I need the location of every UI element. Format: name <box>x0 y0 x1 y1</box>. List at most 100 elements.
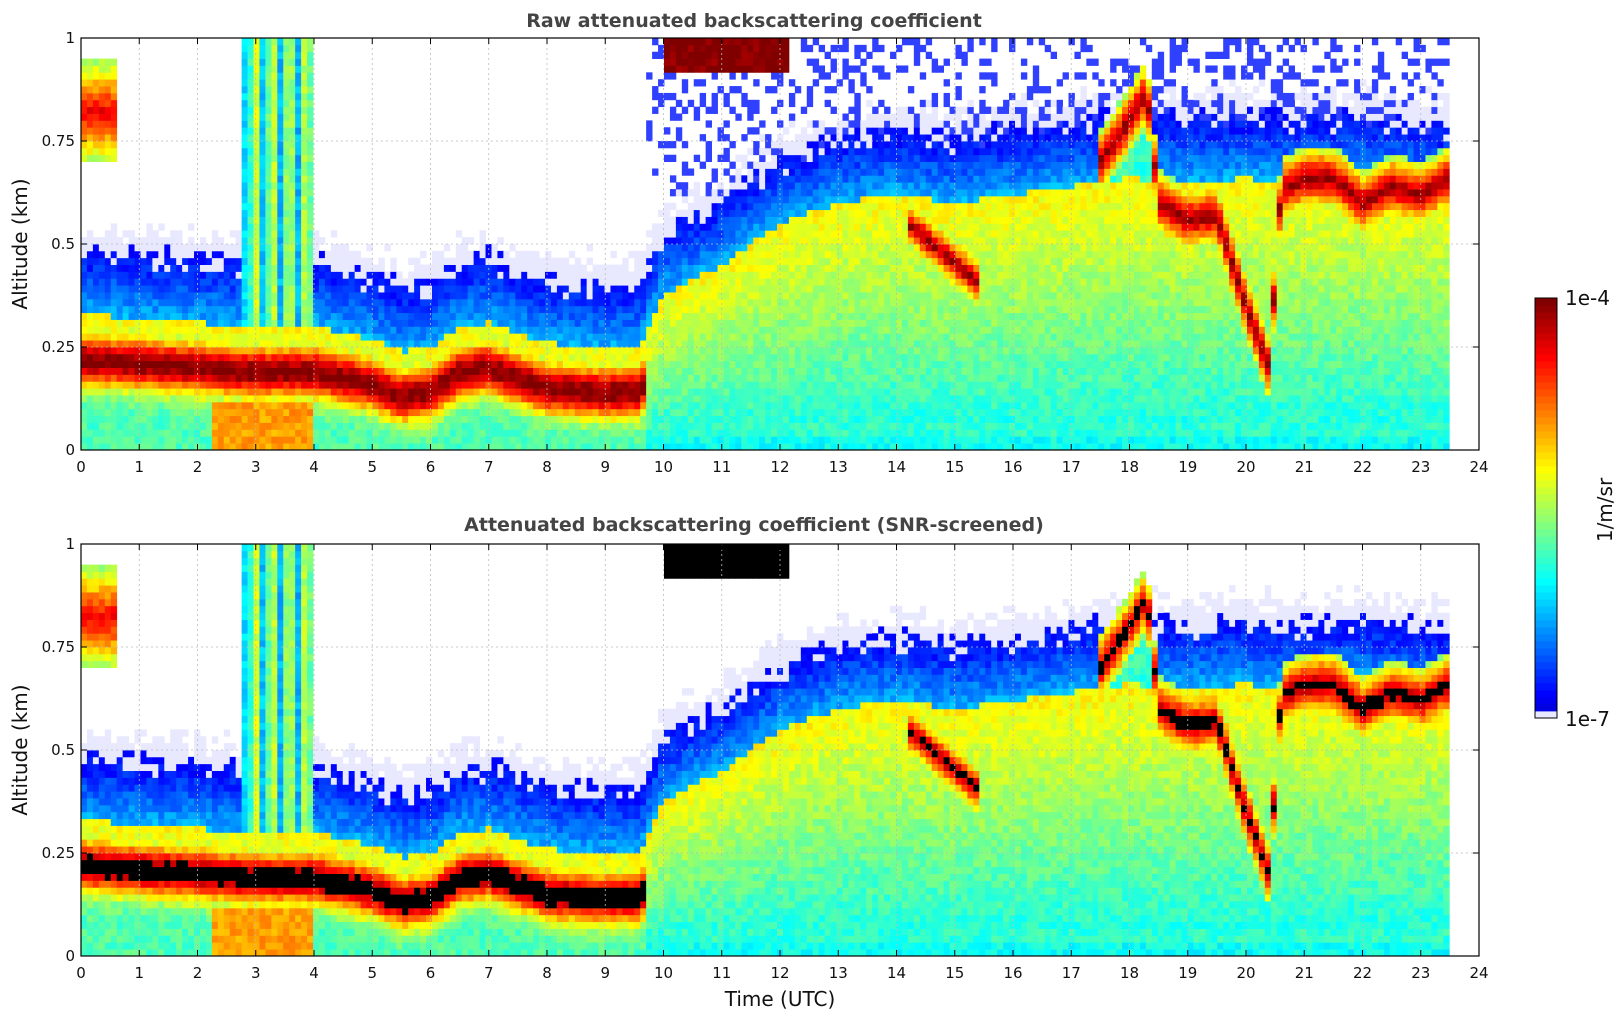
heatmap-cell <box>128 415 135 423</box>
heatmap-cell <box>842 113 849 121</box>
heatmap-cell <box>110 250 118 259</box>
heatmap-cell <box>86 381 94 389</box>
heatmap-cell <box>295 415 302 423</box>
heatmap-cell <box>229 292 237 300</box>
heatmap-cell <box>247 388 254 396</box>
heatmap-cell <box>687 388 695 396</box>
heatmap-cell <box>104 147 112 156</box>
heatmap-cell <box>313 429 320 437</box>
heatmap-cell <box>122 395 129 403</box>
heatmap-cell <box>830 244 837 252</box>
heatmap-cell <box>824 141 831 149</box>
heatmap-cell <box>753 182 760 190</box>
heatmap-cell <box>782 305 790 314</box>
heatmap-cell <box>461 326 469 334</box>
heatmap-cell <box>241 127 248 135</box>
heatmap-cell <box>318 443 326 450</box>
heatmap-cell <box>253 189 260 197</box>
heatmap-cell <box>687 250 695 259</box>
heatmap-cell <box>241 113 248 121</box>
heatmap-cell <box>699 443 707 450</box>
heatmap-cell <box>539 408 546 417</box>
heatmap-cell <box>104 278 112 286</box>
heatmap-cell <box>747 264 754 272</box>
heatmap-cell <box>788 113 796 121</box>
heatmap-cell <box>628 312 635 320</box>
heatmap-cell <box>443 340 451 348</box>
heatmap-cell <box>765 312 772 320</box>
heatmap-cell <box>414 312 421 320</box>
heatmap-cell <box>259 44 266 53</box>
heatmap-cell <box>81 298 88 307</box>
heatmap-cell <box>610 271 617 279</box>
heatmap-cell <box>830 182 837 190</box>
heatmap-cell <box>604 381 611 389</box>
heatmap-cell <box>253 51 260 59</box>
heatmap-cell <box>366 388 373 396</box>
heatmap-cell <box>289 278 296 286</box>
heatmap-cell <box>217 278 225 286</box>
heatmap-cell <box>771 367 778 375</box>
heatmap-cell <box>598 367 605 375</box>
heatmap-cell <box>241 223 248 231</box>
heatmap-cell <box>669 244 677 252</box>
heatmap-cell <box>729 312 736 320</box>
heatmap-cell <box>449 305 457 314</box>
heatmap-cell <box>842 326 849 334</box>
heatmap-cell <box>473 415 480 423</box>
heatmap-cell <box>842 72 849 80</box>
heatmap-cell <box>491 333 498 341</box>
heatmap-cell <box>717 134 724 142</box>
heatmap-cell <box>437 271 445 279</box>
heatmap-cell <box>92 65 100 73</box>
heatmap-cell <box>497 353 504 362</box>
heatmap-cell <box>586 305 594 314</box>
heatmap-cell <box>759 51 766 59</box>
heatmap-cell <box>86 298 94 307</box>
heatmap-cell <box>592 381 599 389</box>
heatmap-cell <box>235 285 243 293</box>
heatmap-cell <box>265 312 272 320</box>
heatmap-cell <box>782 395 790 403</box>
heatmap-cell <box>723 312 730 320</box>
heatmap-cell <box>545 408 552 417</box>
heatmap-cell <box>384 367 391 375</box>
heatmap-cell <box>449 278 457 286</box>
heatmap-cell <box>81 388 88 396</box>
heatmap-cell <box>81 443 88 450</box>
heatmap-cell <box>384 305 391 314</box>
heatmap-cell <box>443 429 451 437</box>
heatmap-cell <box>741 38 748 46</box>
heatmap-cell <box>806 99 814 108</box>
heatmap-cell <box>806 86 814 94</box>
heatmap-cell <box>455 250 463 259</box>
heatmap-cell <box>455 401 463 410</box>
heatmap-cell <box>640 250 647 259</box>
heatmap-cell <box>182 333 189 341</box>
heatmap-cell <box>604 285 611 293</box>
heatmap-cell <box>640 333 647 341</box>
heatmap-cell <box>681 257 689 265</box>
heatmap-cell <box>283 298 290 307</box>
heatmap-cell <box>271 86 278 94</box>
heatmap-cell <box>812 134 820 142</box>
heatmap-cell <box>378 436 385 444</box>
heatmap-cell <box>580 429 588 437</box>
heatmap-cell <box>289 443 296 450</box>
heatmap-cell <box>408 367 415 375</box>
heatmap-cell <box>652 395 659 403</box>
heatmap-cell <box>366 443 373 450</box>
heatmap-cell <box>164 443 171 450</box>
heatmap-cell <box>289 257 296 265</box>
heatmap-cell <box>675 51 683 59</box>
heatmap-cell <box>473 319 480 327</box>
heatmap-cell <box>289 38 296 46</box>
heatmap-cell <box>390 271 397 279</box>
heatmap-cell <box>437 381 445 389</box>
heatmap-cell <box>782 38 790 46</box>
heatmap-cell <box>515 408 522 417</box>
heatmap-cell <box>170 422 177 430</box>
heatmap-cell <box>550 305 558 314</box>
heatmap-cell <box>521 340 528 348</box>
heatmap-cell <box>622 443 629 450</box>
